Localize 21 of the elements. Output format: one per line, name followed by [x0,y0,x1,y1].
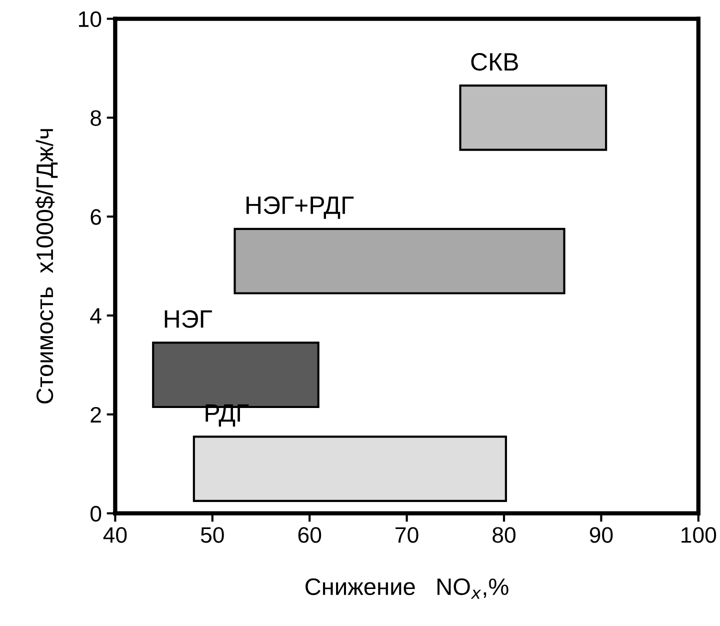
bar [192,436,507,502]
y-tick-label: 10 [78,11,102,28]
series-label: НЭГ [164,310,212,328]
x-tick-label: 60 [298,527,322,543]
x-tick-label: 80 [492,527,516,543]
y-tick-label: 0 [90,506,102,522]
series-label: НЭГ+РДГ [246,196,354,219]
x-tick-label: 50 [200,527,224,543]
x-tick-label: 40 [103,527,127,543]
x-tick-label: 70 [396,527,418,543]
x-tick-label: 100 [682,527,716,543]
bar [234,228,566,294]
y-tick-label: 4 [90,308,102,324]
y-tick-label: 8 [90,110,102,126]
x-axis-title: Снижение NO$_{x}$,% [306,578,508,599]
y-tick-label: 6 [90,209,102,225]
x-tick-label: 90 [590,527,613,543]
y-axis-title: Стоимость x1000$/ГДж/ч [35,129,58,404]
bar [459,84,608,151]
y-tick-label: 2 [90,406,101,422]
series-label: СКВ [471,53,518,71]
